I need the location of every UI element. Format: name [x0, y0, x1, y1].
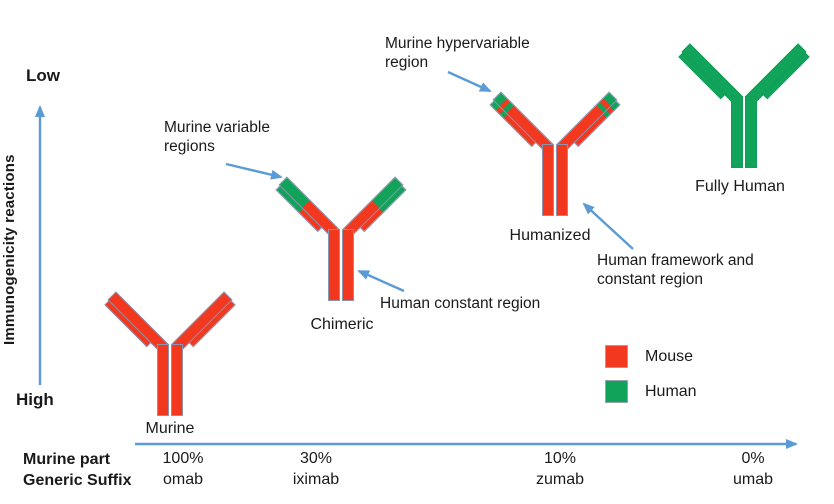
murine-part-value: 10% — [543, 450, 577, 467]
murine-variable-annotation: Murine variable regions — [164, 119, 270, 156]
human-color-swatch — [605, 380, 628, 403]
generic-suffix-row-label: Generic Suffix — [23, 472, 132, 489]
generic-suffix-value: omab — [162, 471, 204, 488]
murine-stem-bar — [171, 344, 183, 416]
generic-suffix-value: umab — [732, 471, 774, 488]
chimeric-stem-bar — [328, 229, 340, 301]
murine-part-row-label: Murine part — [23, 451, 111, 468]
murine-label: Murine — [145, 420, 195, 437]
fully-human-stem-bar — [731, 96, 743, 168]
y-axis-high-label: High — [16, 390, 54, 409]
humanized-stem-bar — [542, 144, 554, 216]
fully-human-stem-bar — [745, 96, 757, 168]
murine-part-value: 100% — [162, 450, 204, 467]
antibody-humanized — [481, 64, 631, 224]
humanized-label: Humanized — [509, 227, 591, 244]
antibody-murine — [96, 264, 246, 424]
mouse-color-swatch — [605, 345, 628, 368]
murine-stem-bar — [157, 344, 169, 416]
legend-mouse-label: Mouse — [645, 347, 694, 365]
legend-human-label: Human — [645, 382, 697, 400]
human-constant-annotation: Human constant region — [380, 295, 541, 312]
murine-part-value: 30% — [299, 450, 333, 467]
chimeric-stem-bar — [342, 229, 354, 301]
legend-row-mouse: Mouse — [605, 345, 693, 368]
fully-human-label: Fully Human — [695, 178, 785, 195]
murine-part-value: 0% — [741, 450, 765, 467]
legend-row-human: Human — [605, 380, 697, 403]
murine-hypervariable-annotation: Murine hypervariable region — [385, 35, 530, 72]
antibody-fully-human — [670, 16, 820, 176]
antibody-chimeric — [267, 149, 417, 309]
generic-suffix-value: zumab — [535, 471, 585, 488]
y-axis-title: Immunogenicity reactions — [1, 154, 18, 346]
human-framework-annotation: Human framework and constant region — [597, 252, 754, 289]
generic-suffix-value: iximab — [292, 471, 340, 488]
y-axis-low-label: Low — [26, 66, 60, 85]
humanized-stem-bar — [556, 144, 568, 216]
chimeric-label: Chimeric — [310, 316, 374, 333]
